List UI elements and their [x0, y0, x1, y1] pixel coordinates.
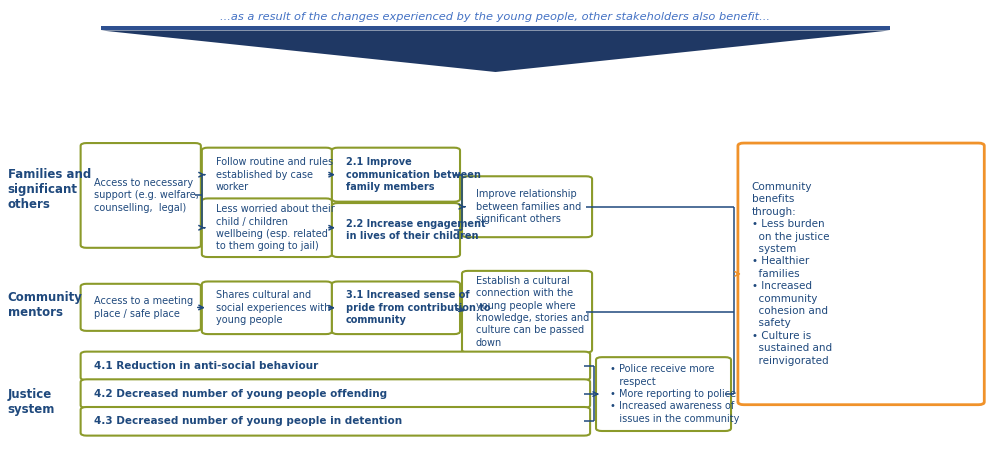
FancyBboxPatch shape [202, 282, 332, 334]
FancyBboxPatch shape [332, 282, 460, 334]
FancyBboxPatch shape [462, 176, 592, 237]
Text: Justice
system: Justice system [8, 388, 55, 416]
Text: ...as a result of the changes experienced by the young people, other stakeholder: ...as a result of the changes experience… [221, 12, 770, 21]
Text: Access to necessary
support (e.g. welfare,
counselling,  legal): Access to necessary support (e.g. welfar… [94, 178, 199, 213]
Text: Community
mentors: Community mentors [8, 291, 82, 319]
Text: Families and
significant
others: Families and significant others [8, 168, 91, 211]
FancyBboxPatch shape [202, 198, 332, 257]
FancyBboxPatch shape [202, 148, 332, 202]
Text: Shares cultural and
social experiences with
young people: Shares cultural and social experiences w… [216, 290, 330, 325]
Polygon shape [101, 30, 890, 72]
FancyBboxPatch shape [738, 143, 984, 405]
Text: 4.2 Decreased number of young people offending: 4.2 Decreased number of young people off… [94, 389, 387, 399]
Text: • Police receive more
   respect
• More reporting to police
• Increased awarenes: • Police receive more respect • More rep… [609, 364, 739, 424]
FancyBboxPatch shape [80, 352, 590, 380]
Text: Establish a cultural
connection with the
young people where
knowledge, stories a: Establish a cultural connection with the… [476, 276, 589, 348]
FancyBboxPatch shape [80, 143, 201, 248]
Text: 4.1 Reduction in anti-social behaviour: 4.1 Reduction in anti-social behaviour [94, 361, 319, 371]
Text: 2.2 Increase engagement
in lives of their children: 2.2 Increase engagement in lives of thei… [346, 219, 486, 241]
Text: Community
benefits
through:
• Less burden
  on the justice
  system
• Healthier
: Community benefits through: • Less burde… [752, 182, 831, 366]
Text: 2.1 Improve
communication between
family members: 2.1 Improve communication between family… [346, 157, 481, 192]
Text: Improve relationship
between families and
significant others: Improve relationship between families an… [476, 189, 581, 224]
FancyBboxPatch shape [332, 203, 460, 257]
Polygon shape [101, 26, 890, 30]
FancyBboxPatch shape [80, 407, 590, 436]
FancyBboxPatch shape [80, 379, 590, 408]
Text: 4.3 Decreased number of young people in detention: 4.3 Decreased number of young people in … [94, 416, 402, 426]
FancyBboxPatch shape [332, 148, 460, 202]
FancyBboxPatch shape [462, 271, 592, 353]
FancyBboxPatch shape [596, 357, 731, 431]
Text: 3.1 Increased sense of
pride from contribution to
community: 3.1 Increased sense of pride from contri… [346, 290, 491, 325]
FancyBboxPatch shape [80, 284, 201, 331]
Text: Less worried about their
child / children
wellbeing (esp. related
to them going : Less worried about their child / childre… [216, 204, 334, 251]
Text: Access to a meeting
place / safe place: Access to a meeting place / safe place [94, 296, 193, 318]
Text: Follow routine and rules
established by case
worker: Follow routine and rules established by … [216, 157, 333, 192]
